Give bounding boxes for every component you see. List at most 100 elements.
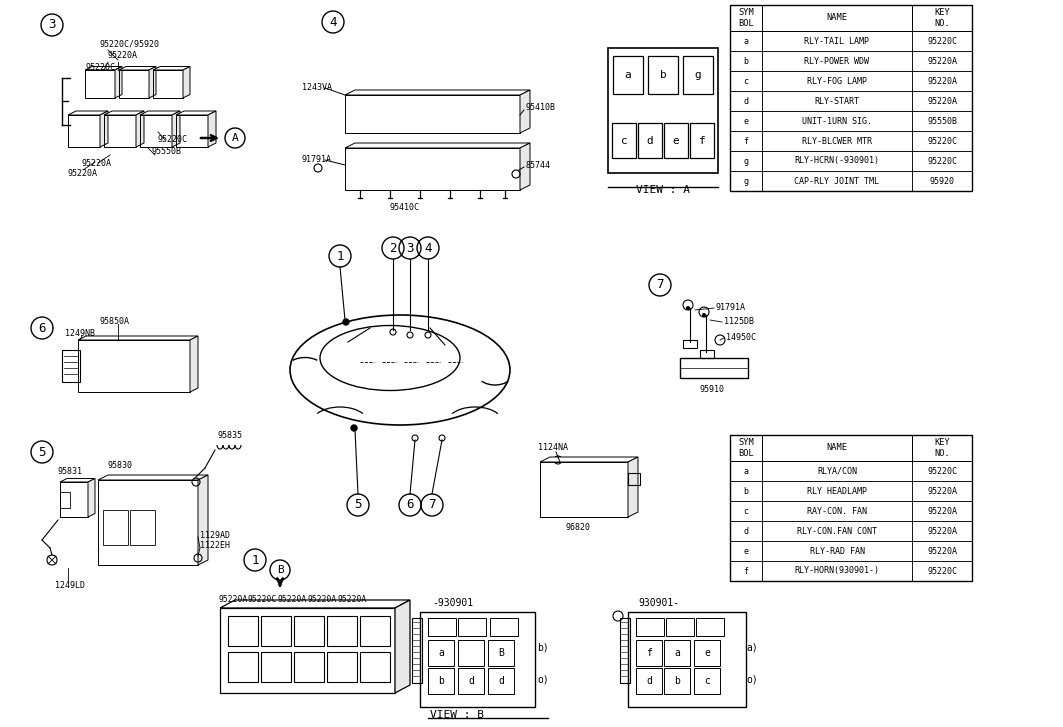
Text: c: c: [704, 676, 710, 686]
Bar: [730, 71, 762, 91]
Polygon shape: [520, 90, 530, 133]
Bar: [85, 70, 115, 98]
Text: 95220A: 95220A: [927, 547, 957, 555]
Bar: [104, 115, 136, 147]
Bar: [140, 115, 172, 147]
Text: RLY HEADLAMP: RLY HEADLAMP: [807, 486, 867, 496]
Bar: [912, 481, 972, 501]
Bar: [684, 340, 697, 348]
Bar: [912, 91, 972, 111]
Bar: [762, 111, 912, 131]
Bar: [327, 652, 357, 682]
Bar: [730, 131, 762, 151]
Text: c: c: [743, 507, 748, 515]
Text: 1: 1: [336, 249, 343, 262]
Bar: [613, 56, 643, 94]
Text: RAY-CON. FAN: RAY-CON. FAN: [807, 507, 867, 515]
Bar: [730, 5, 762, 31]
Bar: [730, 91, 762, 111]
Bar: [762, 71, 912, 91]
Text: RLYA/CON: RLYA/CON: [817, 467, 857, 475]
Bar: [360, 616, 390, 646]
Bar: [488, 640, 514, 666]
Bar: [664, 640, 690, 666]
Text: RLY-START: RLY-START: [814, 97, 860, 105]
Text: 95220C: 95220C: [927, 137, 957, 145]
Polygon shape: [628, 457, 638, 517]
Polygon shape: [198, 475, 208, 565]
Bar: [730, 501, 762, 521]
Bar: [730, 435, 972, 581]
Text: 95831: 95831: [58, 467, 83, 476]
Text: f: f: [743, 566, 748, 576]
Text: RLY-POWER WDW: RLY-POWER WDW: [805, 57, 870, 65]
Text: o): o): [746, 675, 758, 685]
Polygon shape: [176, 111, 216, 115]
Bar: [608, 48, 718, 173]
Text: e: e: [743, 116, 748, 126]
Bar: [628, 473, 640, 485]
Text: 1125DB: 1125DB: [724, 318, 754, 326]
Text: d: d: [743, 97, 748, 105]
Polygon shape: [208, 111, 216, 147]
Bar: [701, 350, 714, 358]
Text: b: b: [438, 676, 444, 686]
Text: RLY-RAD FAN: RLY-RAD FAN: [810, 547, 864, 555]
Text: e: e: [704, 648, 710, 658]
Text: UNIT-1URN SIG.: UNIT-1URN SIG.: [802, 116, 872, 126]
Polygon shape: [149, 66, 156, 98]
Bar: [762, 541, 912, 561]
Text: a: a: [743, 36, 748, 46]
Text: 3: 3: [406, 241, 414, 254]
Text: KEY
NO.: KEY NO.: [934, 8, 950, 28]
Text: a: a: [438, 648, 444, 658]
Bar: [360, 652, 390, 682]
Bar: [412, 618, 422, 683]
Polygon shape: [345, 90, 530, 95]
Text: 95220A: 95220A: [927, 76, 957, 86]
Bar: [730, 461, 762, 481]
Text: e: e: [743, 547, 748, 555]
Bar: [420, 612, 535, 707]
Bar: [912, 501, 972, 521]
Text: b: b: [674, 676, 680, 686]
Text: 95220A: 95220A: [927, 57, 957, 65]
Text: 3: 3: [48, 18, 55, 31]
Polygon shape: [104, 111, 144, 115]
Bar: [684, 56, 713, 94]
Circle shape: [702, 313, 706, 317]
Text: 1249LD: 1249LD: [55, 580, 85, 590]
Text: 5: 5: [38, 446, 46, 459]
Bar: [428, 618, 456, 636]
Bar: [638, 123, 662, 158]
Text: c: c: [621, 135, 627, 145]
Bar: [730, 111, 762, 131]
Bar: [227, 616, 258, 646]
Text: 2: 2: [389, 241, 396, 254]
Text: 95220A: 95220A: [107, 52, 137, 60]
Bar: [60, 482, 88, 517]
Text: 95220C: 95220C: [927, 467, 957, 475]
Text: NAME: NAME: [827, 443, 847, 452]
Bar: [345, 95, 520, 133]
Bar: [458, 640, 484, 666]
Text: 95550B: 95550B: [927, 116, 957, 126]
Text: 1: 1: [251, 553, 258, 566]
Polygon shape: [190, 336, 198, 392]
Text: B: B: [276, 565, 284, 575]
Bar: [762, 131, 912, 151]
Bar: [762, 501, 912, 521]
Bar: [730, 481, 762, 501]
Bar: [912, 435, 972, 461]
Polygon shape: [540, 457, 638, 462]
Text: g: g: [743, 177, 748, 185]
Bar: [730, 561, 762, 581]
Bar: [730, 171, 762, 191]
Bar: [912, 51, 972, 71]
Bar: [327, 616, 357, 646]
Text: 95220C/95920: 95220C/95920: [100, 39, 161, 49]
Text: 1122EH: 1122EH: [200, 542, 230, 550]
Bar: [130, 510, 155, 545]
Bar: [68, 115, 100, 147]
Bar: [762, 171, 912, 191]
